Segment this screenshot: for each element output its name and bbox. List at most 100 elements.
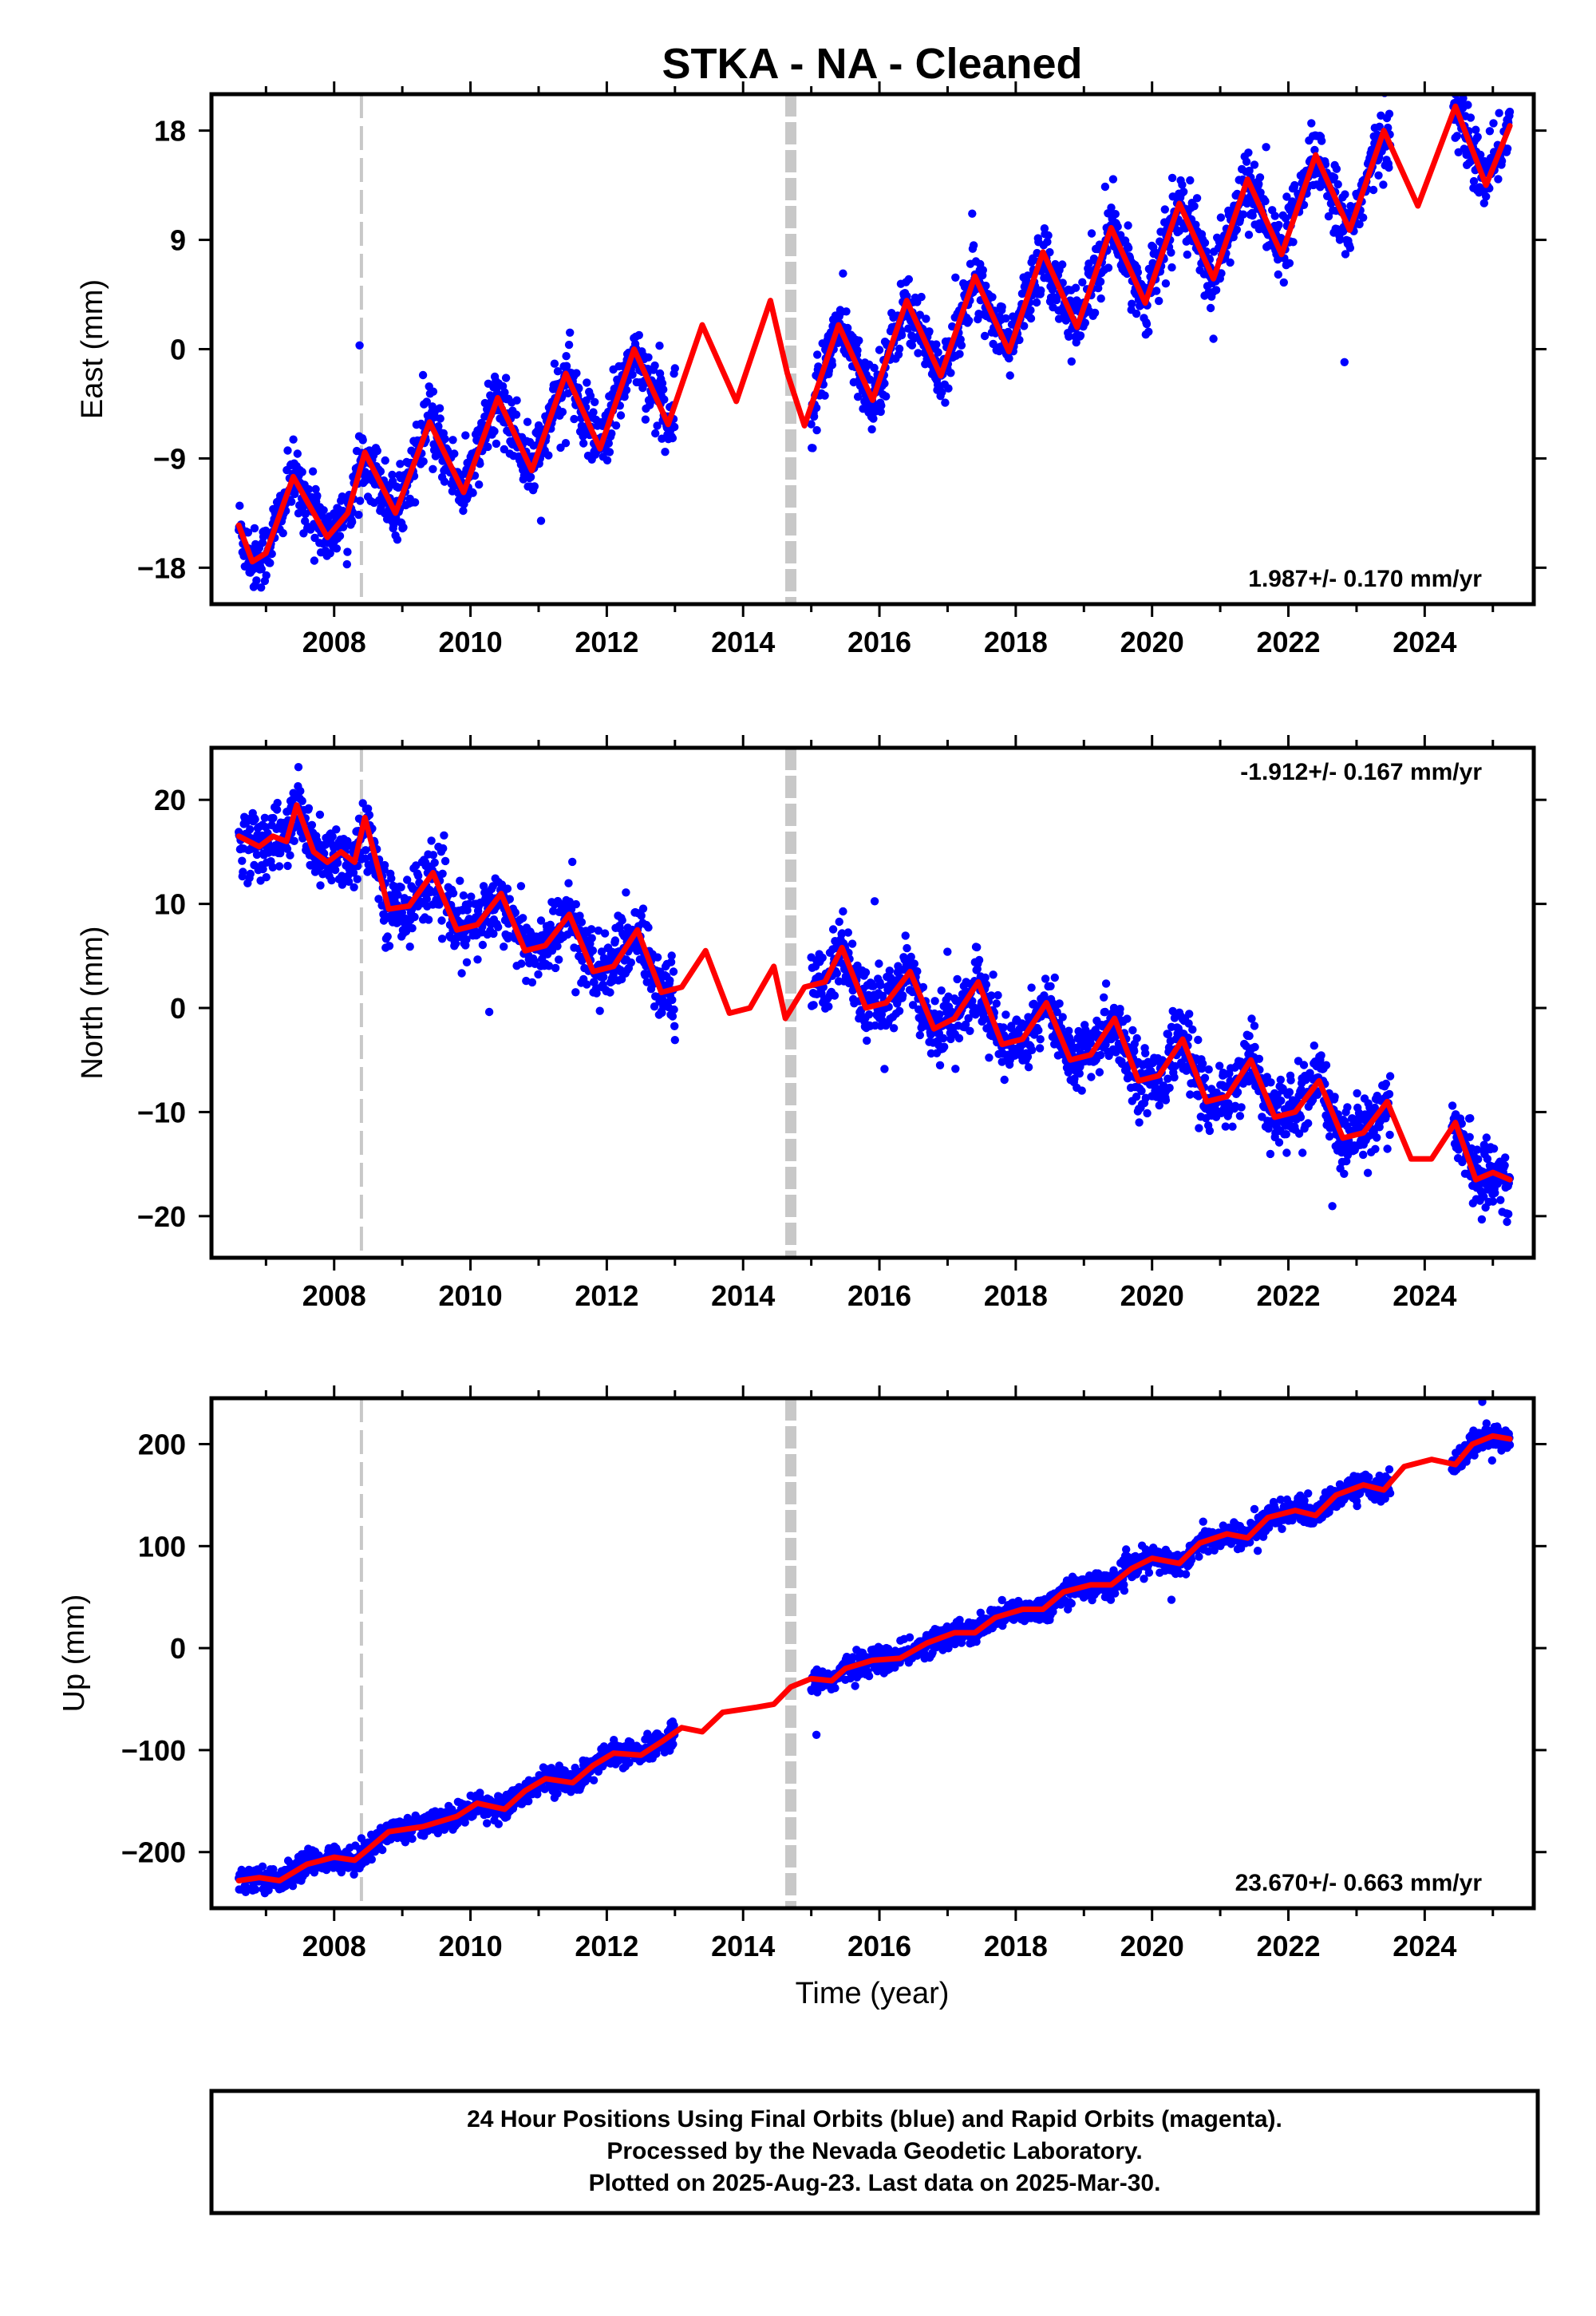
east-data-point (500, 388, 509, 397)
north-data-point (374, 895, 383, 903)
east-data-point (1052, 295, 1061, 305)
north-data-point (429, 851, 438, 860)
north-data-point (935, 1061, 945, 1070)
east-data-point (572, 369, 581, 377)
north-data-point (1371, 1144, 1380, 1154)
east-data-point (553, 367, 563, 376)
east-data-point (814, 362, 823, 371)
east-data-point (287, 497, 296, 506)
north-data-point (1381, 1079, 1391, 1089)
east-data-point (1084, 259, 1093, 268)
north-data-point (1304, 1119, 1313, 1128)
north-data-point (438, 869, 447, 879)
north-x-tick-label: 2024 (1393, 1279, 1456, 1312)
east-data-point (332, 544, 342, 553)
east-data-point (308, 467, 318, 476)
east-y-tick-label: 18 (154, 115, 186, 148)
east-data-point (965, 316, 974, 325)
east-data-point (869, 414, 878, 423)
north-data-point (269, 813, 278, 823)
north-data-point (870, 897, 879, 906)
north-data-point (606, 988, 614, 997)
north-data-point (467, 892, 476, 901)
north-data-point (410, 912, 419, 922)
north-data-point (422, 895, 431, 903)
north-data-point (1353, 1089, 1361, 1098)
north-data-point (283, 861, 292, 871)
north-data-point (600, 929, 610, 938)
north-data-point (294, 763, 303, 772)
east-data-point (257, 564, 266, 574)
east-data-point (1374, 171, 1383, 180)
north-y-tick-label: 10 (154, 888, 186, 921)
east-data-point (266, 559, 275, 567)
north-data-point (511, 908, 519, 917)
east-data-point (558, 408, 567, 417)
east-data-point (1026, 306, 1035, 314)
north-data-point (414, 871, 423, 880)
north-data-point (316, 881, 325, 890)
east-data-point (922, 314, 930, 323)
east-data-point (1132, 309, 1141, 318)
east-data-point (1238, 210, 1248, 219)
north-data-point (571, 988, 580, 997)
east-data-point (335, 532, 345, 540)
east-data-point (393, 536, 402, 544)
east-data-point (1160, 205, 1170, 214)
east-data-point (622, 385, 631, 394)
north-data-point (1254, 1054, 1264, 1064)
east-data-point (1505, 107, 1515, 117)
north-data-point (275, 862, 284, 871)
north-data-point (670, 1022, 679, 1031)
north-x-tick-label: 2020 (1120, 1279, 1184, 1312)
east-data-point (1167, 248, 1175, 257)
north-data-point (1296, 1113, 1306, 1122)
east-data-point (381, 456, 389, 465)
east-data-point (604, 439, 613, 448)
north-data-point (397, 908, 406, 917)
north-data-point (1250, 1022, 1259, 1030)
north-data-point (1321, 1061, 1331, 1069)
north-data-point (982, 980, 991, 989)
north-data-point (668, 1012, 678, 1021)
east-data-point (298, 468, 306, 476)
north-data-point (1482, 1133, 1491, 1142)
east-data-point (1324, 211, 1333, 221)
east-data-point (257, 583, 266, 592)
east-data-point (602, 456, 612, 464)
east-data-point (1385, 109, 1394, 118)
east-data-point (530, 482, 539, 491)
east-data-point (566, 328, 575, 337)
north-data-point (1101, 1040, 1110, 1049)
north-data-point (519, 914, 527, 923)
north-data-point (238, 856, 247, 865)
east-data-point (1310, 145, 1319, 155)
east-data-point (544, 451, 553, 460)
east-data-point (1001, 314, 1010, 323)
east-data-point (1472, 125, 1480, 134)
north-data-point (953, 974, 962, 984)
north-data-point (1163, 1030, 1173, 1039)
east-data-point (870, 363, 879, 373)
north-x-tick-label: 2018 (984, 1279, 1048, 1312)
east-data-point (1244, 231, 1254, 239)
east-data-point (348, 517, 357, 527)
east-data-point (419, 457, 428, 466)
north-data-point (1370, 1103, 1380, 1113)
north-data-point (577, 918, 587, 927)
north-data-point (260, 813, 270, 822)
east-data-point (842, 307, 851, 316)
north-data-point (350, 883, 358, 892)
north-data-point (915, 1030, 925, 1040)
north-data-point (1277, 1097, 1286, 1105)
north-data-point (1096, 1050, 1105, 1060)
east-data-point (304, 484, 314, 494)
east-data-point (410, 498, 420, 507)
north-data-point (1132, 1093, 1141, 1101)
east-data-point (570, 414, 579, 424)
north-data-point (286, 851, 294, 860)
north-data-point (393, 890, 402, 899)
east-data-point (641, 415, 650, 424)
north-data-point (1448, 1101, 1457, 1110)
north-data-point (1095, 1068, 1104, 1077)
